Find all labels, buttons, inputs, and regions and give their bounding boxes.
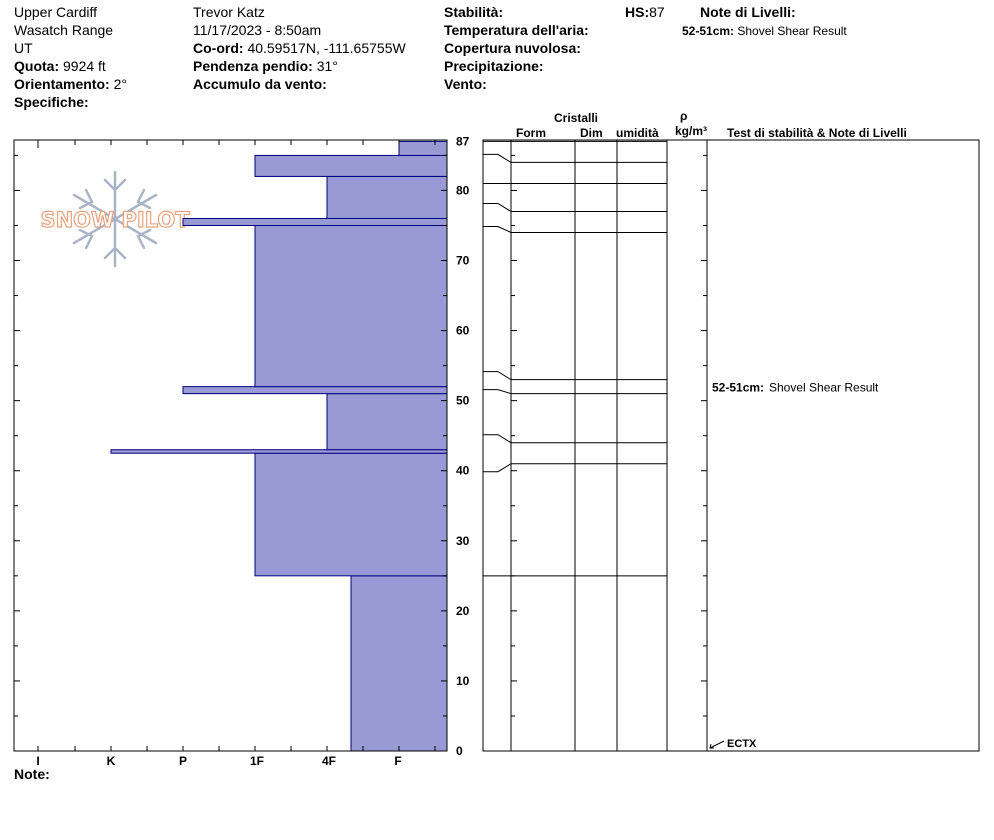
hs-value: 87 [649,4,665,20]
layer-connector [483,371,512,381]
col-density: kg/m³ [675,124,708,138]
stability-label: Stabilità: [444,4,504,20]
stability-note-text: Shovel Shear Result [769,381,879,395]
layer-note-depth: 52-51cm: [682,24,735,38]
layer-connector [483,153,512,163]
hardness-bar [254,154,448,177]
y-tick-label: 10 [456,674,470,688]
logo-text: SNOW PILOT [40,208,190,232]
hardness-frame [13,139,448,752]
elevation: Quota: 9924 ft [14,58,106,75]
col-crystals: Cristalli [554,111,599,125]
y-tick-label: 40 [456,464,470,478]
specifics-label: Specifiche: [14,94,89,110]
hardness-bar [254,224,448,388]
layer-note-text: Shovel Shear Result [737,24,847,38]
col-size: Dim [580,126,603,140]
y-tick-label: 30 [456,534,470,548]
x-tick-label: 4F [322,754,336,768]
y-tick-label: 0 [456,744,463,758]
layer-notes-label: Note di Livelli: [700,4,796,20]
state: UT [14,40,33,56]
x-tick-label: K [107,754,116,768]
slope: Pendenza pendio: 31° [193,58,338,75]
layers-frame [482,139,980,752]
note-label: Note: [14,766,50,782]
layer-connector [483,225,512,233]
hardness-bar [254,452,448,577]
aspect-value: 2° [113,76,127,92]
x-tick-label: P [179,754,187,768]
layer-connector [483,463,512,473]
observer: Trevor Katz [193,4,265,20]
elevation-label: Quota: [14,58,60,74]
layer-connector [483,434,512,444]
wind-loading-label: Accumulo da vento: [193,76,327,92]
stability-note-ectx: ECTX [727,738,757,750]
col-form: Form [516,126,546,140]
datetime: 11/17/2023 - 8:50am [193,22,322,38]
y-tick-label: 80 [456,183,470,197]
y-tick-label: 50 [456,394,470,408]
aspect: Orientamento: 2° [14,76,127,93]
stability-note-depth: 52-51cm: [712,381,764,395]
elevation-value: 9924 ft [63,58,106,74]
ectx-arrowhead [709,743,714,749]
hardness-bar [326,175,448,219]
slope-value: 31° [316,58,338,74]
x-tick-label: F [394,754,401,768]
ectx-pointer [709,740,725,749]
range: Wasatch Range [14,22,114,38]
slope-label: Pendenza pendio: [193,58,313,74]
x-tick-label: I [36,754,39,768]
col-moisture: umidità [616,126,659,140]
layer-connector [483,202,512,212]
hs: HS:87 [625,4,665,21]
layer-note-header: 52-51cm: Shovel Shear Result [682,24,847,38]
hardness-bar [398,140,448,156]
sky-label: Copertura nuvolosa: [444,40,581,56]
col-stability-notes: Test di stabilità & Note di Livelli [727,126,907,140]
precip-label: Precipitazione: [444,58,544,74]
location: Upper Cardiff [14,4,98,20]
hardness-bar [350,575,448,752]
hardness-bar [326,393,448,451]
y-tick-label: 60 [456,324,470,338]
hs-label: HS: [625,4,650,20]
col-rho: ρ [680,109,688,123]
x-tick-label: 1F [250,754,264,768]
coord-value: 40.59517N, -111.65755W [247,40,406,56]
hardness-bar [182,386,448,395]
air-temp-label: Temperatura dell'aria: [444,22,589,38]
coord-label: Co-ord: [193,40,244,56]
layer-connector [483,389,512,395]
snowflake-icon [72,170,158,268]
hardness-bar [110,449,448,454]
y-tick-label: 20 [456,604,470,618]
coordinates: Co-ord: 40.59517N, -111.65755W [193,40,406,57]
y-tick-label: 87 [456,134,470,148]
hardness-bar [182,217,448,226]
aspect-label: Orientamento: [14,76,110,92]
wind-label: Vento: [444,76,487,92]
y-tick-label: 70 [456,254,470,268]
